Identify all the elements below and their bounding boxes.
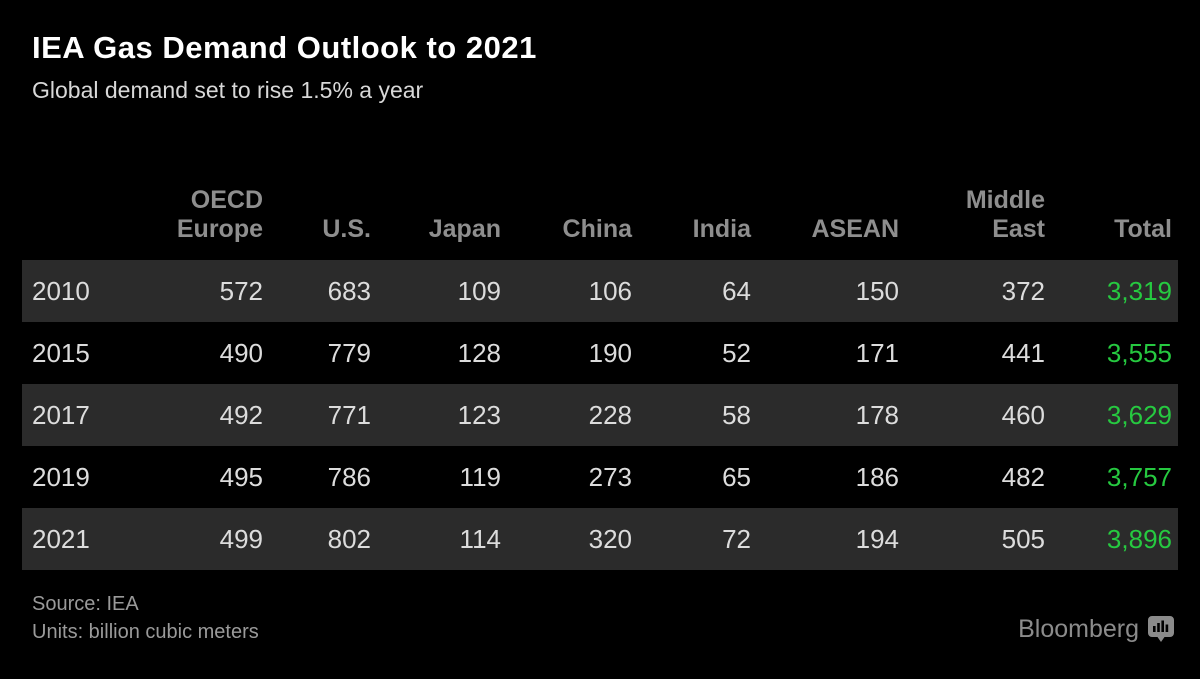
brand-logo: Bloomberg [1018,615,1174,644]
year-cell: 2019 [32,461,90,492]
value-cell: 106 [588,275,632,306]
column-header: India [692,215,751,243]
value-cell: 128 [457,337,501,368]
value-cell: 802 [327,523,371,554]
value-cell: 119 [459,461,501,492]
total-cell: 3,629 [1106,399,1172,430]
value-cell: 492 [219,399,263,430]
column-header: China [562,215,632,243]
value-cell: 228 [588,399,632,430]
table-row: 2019 495 786 119 273 65 186 482 3,757 [22,446,1178,508]
page-title: IEA Gas Demand Outlook to 2021 [32,30,537,65]
value-cell: 190 [588,337,632,368]
value-cell: 58 [722,399,751,430]
value-cell: 482 [1001,461,1045,492]
value-cell: 109 [457,275,501,306]
value-cell: 495 [219,461,263,492]
header-row: OECD Europe U.S. Japan China India ASEAN Middl… [22,186,1178,260]
column-header: U.S. [322,215,371,243]
value-cell: 372 [1001,275,1045,306]
value-cell: 114 [459,523,501,554]
total-cell: 3,757 [1106,461,1172,492]
value-cell: 786 [327,461,371,492]
year-cell: 2017 [32,399,90,430]
year-cell: 2015 [32,337,90,368]
value-cell: 683 [327,275,371,306]
value-cell: 779 [327,337,371,368]
column-header: Japan [428,215,501,243]
year-cell: 2010 [32,275,90,306]
column-header: Middle East [965,186,1045,243]
total-cell: 3,555 [1106,337,1172,368]
demand-table: OECD Europe U.S. Japan China India ASEAN Middl… [22,186,1178,570]
total-cell: 3,896 [1106,523,1172,554]
table-row: 2021 499 802 114 320 72 194 505 3,896 [22,508,1178,570]
value-cell: 273 [588,461,632,492]
value-cell: 171 [855,337,899,368]
year-header [22,186,142,260]
value-cell: 441 [1001,337,1045,368]
value-cell: 490 [219,337,263,368]
column-header: OECD Europe [176,186,263,243]
value-cell: 320 [588,523,632,554]
value-cell: 72 [722,523,751,554]
table-row: 2015 490 779 128 190 52 171 441 3,555 [22,322,1178,384]
source-note: Source: IEA [32,593,139,615]
brand-name: Bloomberg [1018,615,1139,643]
bloomberg-chart-bubble-icon [1148,616,1174,643]
value-cell: 499 [219,523,263,554]
page-subtitle: Global demand set to rise 1.5% a year [32,77,424,103]
value-cell: 505 [1001,523,1045,554]
table-row: 2017 492 771 123 228 58 178 460 3,629 [22,384,1178,446]
value-cell: 64 [722,275,751,306]
column-header: ASEAN [811,215,899,243]
year-cell: 2021 [32,523,90,554]
value-cell: 194 [855,523,899,554]
total-cell: 3,319 [1106,275,1172,306]
table-body: 2010 572 683 109 106 64 150 372 3,319 2015 490 779 1… [22,260,1178,570]
value-cell: 572 [219,275,263,306]
value-cell: 123 [457,399,501,430]
value-cell: 186 [855,461,899,492]
value-cell: 771 [327,399,371,430]
footer-notes: Source: IEA Units: billion cubic meters [32,590,259,646]
value-cell: 178 [855,399,899,430]
table-row: 2010 572 683 109 106 64 150 372 3,319 [22,260,1178,322]
value-cell: 65 [722,461,751,492]
column-header: Total [1114,215,1172,243]
value-cell: 52 [722,337,751,368]
value-cell: 460 [1001,399,1045,430]
value-cell: 150 [855,275,899,306]
units-note: Units: billion cubic meters [32,621,259,643]
